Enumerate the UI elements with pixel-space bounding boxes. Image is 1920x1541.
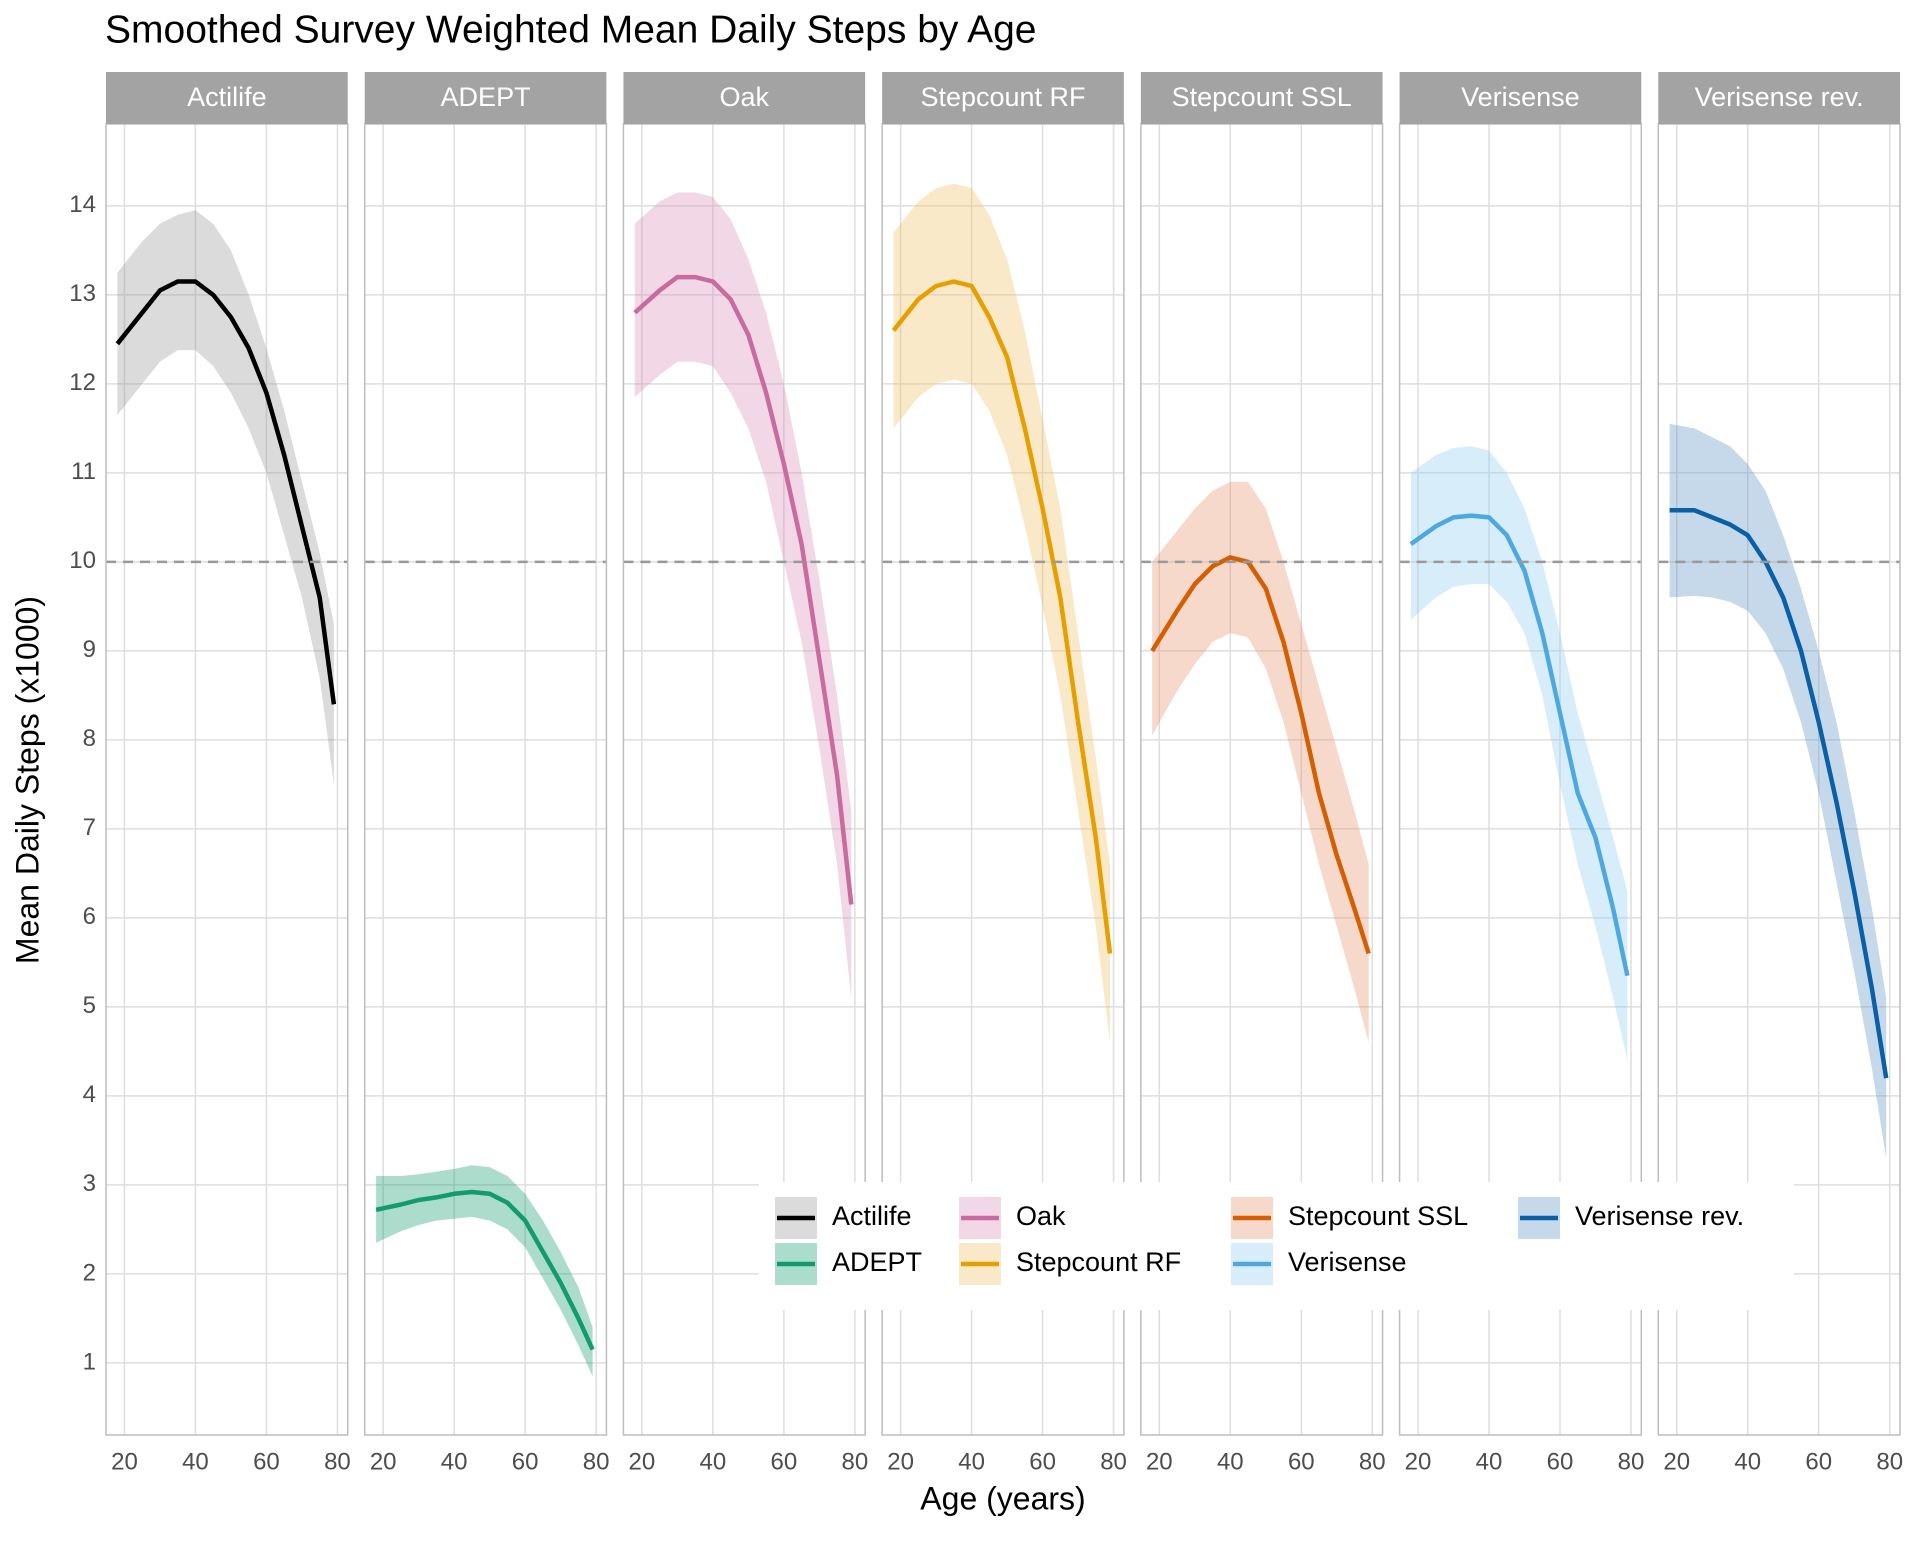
- x-tick-label: 40: [441, 1448, 468, 1475]
- legend-label: Actilife: [832, 1201, 912, 1231]
- legend-label: Stepcount RF: [1016, 1247, 1181, 1277]
- x-tick-label: 60: [512, 1448, 539, 1475]
- x-tick-label: 60: [1547, 1448, 1574, 1475]
- mean-line: [891, 279, 1113, 954]
- confidence-band: [1669, 423, 1887, 1159]
- y-tick-label: 4: [83, 1081, 96, 1108]
- legend-background: [759, 1182, 1794, 1310]
- y-tick-label: 10: [69, 547, 96, 574]
- x-tick-label: 80: [583, 1448, 610, 1475]
- legend-label: Verisense: [1288, 1247, 1407, 1277]
- y-tick-label: 8: [83, 725, 96, 752]
- mean-line: [375, 1189, 595, 1351]
- y-tick-label: 13: [69, 280, 96, 307]
- x-tick-label: 20: [111, 1448, 138, 1475]
- x-tick-label: 40: [958, 1448, 985, 1475]
- y-tick-label: 12: [69, 369, 96, 396]
- confidence-band: [893, 183, 1110, 1043]
- y-tick-label: 14: [69, 191, 96, 218]
- facet-strip: [1399, 72, 1642, 124]
- x-tick-label: 80: [841, 1448, 868, 1475]
- panel-background: [364, 124, 607, 1435]
- y-tick-label: 6: [83, 903, 96, 930]
- x-axis-label: Age (years): [920, 1480, 1085, 1516]
- y-axis-label: Mean Daily Steps (x1000): [9, 596, 45, 964]
- facet-label: ADEPT: [441, 82, 531, 112]
- facet-strip: [882, 72, 1124, 124]
- mean-line: [1669, 508, 1889, 1079]
- x-tick-label: 20: [1146, 1448, 1173, 1475]
- y-tick-label: 5: [83, 992, 96, 1019]
- y-tick-label: 2: [83, 1259, 96, 1286]
- facet-strip: [364, 72, 607, 124]
- x-tick-label: 60: [1288, 1448, 1315, 1475]
- mean-line: [1150, 555, 1371, 955]
- facet-strip: [623, 72, 866, 124]
- x-tick-label: 60: [771, 1448, 798, 1475]
- confidence-band: [1152, 481, 1369, 1043]
- x-tick-label: 40: [1476, 1448, 1503, 1475]
- facet-strip: [1140, 72, 1383, 124]
- confidence-band: [376, 1165, 593, 1377]
- chart-title: Smoothed Survey Weighted Mean Daily Step…: [105, 8, 1036, 51]
- x-tick-label: 60: [1029, 1448, 1056, 1475]
- facet-strip: [106, 72, 348, 124]
- mean-line: [633, 274, 854, 905]
- x-tick-label: 80: [1618, 1448, 1645, 1475]
- facet-label: Oak: [720, 82, 770, 112]
- y-tick-label: 9: [83, 636, 96, 663]
- y-tick-label: 11: [71, 458, 96, 485]
- panel-background: [106, 124, 348, 1435]
- x-tick-label: 60: [1805, 1448, 1832, 1475]
- legend-label: Stepcount SSL: [1288, 1201, 1468, 1231]
- confidence-band: [1410, 446, 1628, 1061]
- facet-label: Actilife: [187, 82, 267, 112]
- x-tick-label: 80: [1100, 1448, 1127, 1475]
- x-tick-label: 20: [629, 1448, 656, 1475]
- confidence-band: [117, 210, 334, 785]
- x-tick-label: 40: [1217, 1448, 1244, 1475]
- mean-line: [1409, 513, 1630, 977]
- x-tick-label: 20: [887, 1448, 914, 1475]
- mean-line: [115, 279, 337, 705]
- legend-label: Verisense rev.: [1575, 1201, 1744, 1231]
- facet-label: Verisense: [1461, 82, 1580, 112]
- x-tick-label: 20: [370, 1448, 397, 1475]
- legend-label: ADEPT: [832, 1247, 922, 1277]
- facet-label: Verisense rev.: [1695, 82, 1864, 112]
- x-tick-label: 20: [1405, 1448, 1432, 1475]
- x-tick-label: 40: [700, 1448, 727, 1475]
- x-tick-label: 80: [1876, 1448, 1903, 1475]
- x-tick-label: 80: [1359, 1448, 1386, 1475]
- facet-label: Stepcount RF: [920, 82, 1085, 112]
- x-tick-label: 40: [182, 1448, 209, 1475]
- facet-label: Stepcount SSL: [1172, 82, 1352, 112]
- y-tick-label: 7: [83, 814, 96, 841]
- y-tick-label: 1: [83, 1348, 96, 1375]
- x-tick-label: 60: [253, 1448, 280, 1475]
- x-tick-label: 80: [324, 1448, 351, 1475]
- legend-label: Oak: [1016, 1201, 1066, 1231]
- x-tick-label: 20: [1663, 1448, 1690, 1475]
- y-tick-label: 3: [83, 1170, 96, 1197]
- x-tick-label: 40: [1734, 1448, 1761, 1475]
- facet-strip: [1658, 72, 1900, 124]
